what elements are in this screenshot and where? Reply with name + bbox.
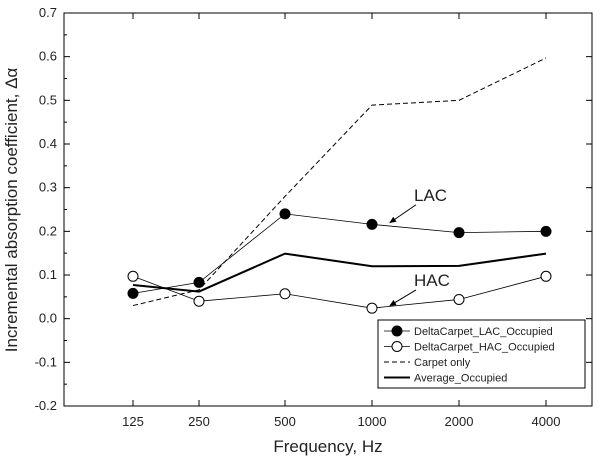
annotation-label: LAC (414, 186, 447, 205)
data-point (540, 225, 552, 237)
legend-label: DeltaCarpet_HAC_Occupied (414, 342, 555, 354)
x-axis-title: Frequency, Hz (273, 437, 382, 456)
x-tick-label: 500 (274, 414, 296, 429)
y-tick-label: 0.4 (39, 136, 57, 151)
y-tick-label: -0.1 (35, 354, 57, 369)
data-point (366, 302, 378, 314)
legend-label: Carpet only (414, 357, 471, 369)
series-line (132, 213, 547, 294)
x-tick-label: 2000 (445, 414, 474, 429)
y-tick-label: 0.6 (39, 49, 57, 64)
y-tick-label: 0.2 (39, 223, 57, 238)
y-axis-ticks: -0.2 -0.1 0.0 0.1 0.2 0.3 0.4 0.5 0.6 0.7 (35, 5, 592, 413)
annotation-layer: LAC HAC (389, 186, 450, 307)
data-point (279, 208, 291, 220)
data-point (127, 270, 139, 282)
data-point (193, 276, 205, 288)
y-tick-label: 0.1 (39, 267, 57, 282)
series-line (132, 57, 547, 307)
data-point (540, 270, 552, 282)
x-axis-ticks: 125 250 500 1000 2000 4000 (122, 13, 560, 429)
annotation-label: HAC (414, 271, 450, 290)
legend-label: Average_Occupied (414, 373, 507, 385)
data-point (453, 293, 465, 305)
legend-marker (391, 341, 403, 352)
y-axis-title: Incremental absorption coefficient, Δα (2, 68, 21, 353)
legend-label: DeltaCarpet_LAC_Occupied (414, 326, 553, 338)
x-tick-label: 125 (122, 414, 144, 429)
legend-box (377, 319, 586, 389)
data-point (193, 295, 205, 307)
series-line (132, 275, 547, 309)
series-line (132, 252, 547, 293)
y-tick-label: 0.3 (39, 180, 57, 195)
x-tick-label: 4000 (532, 414, 561, 429)
data-point (366, 218, 378, 230)
data-point (127, 287, 139, 299)
legend: DeltaCarpet_LAC_Occupied DeltaCarpet_HAC_… (377, 319, 586, 389)
annotation-arrow (389, 289, 417, 307)
y-tick-label: 0.7 (39, 5, 57, 20)
legend-marker (391, 325, 403, 337)
y-tick-label: -0.2 (35, 398, 57, 413)
y-tick-label: 0.5 (39, 92, 57, 107)
annotation-arrow (389, 204, 417, 224)
y-tick-label: 0.0 (39, 311, 57, 326)
x-tick-label: 250 (188, 414, 210, 429)
data-point (279, 288, 291, 300)
x-tick-label: 1000 (358, 414, 387, 429)
series-layer (127, 57, 552, 314)
data-point (453, 227, 465, 239)
